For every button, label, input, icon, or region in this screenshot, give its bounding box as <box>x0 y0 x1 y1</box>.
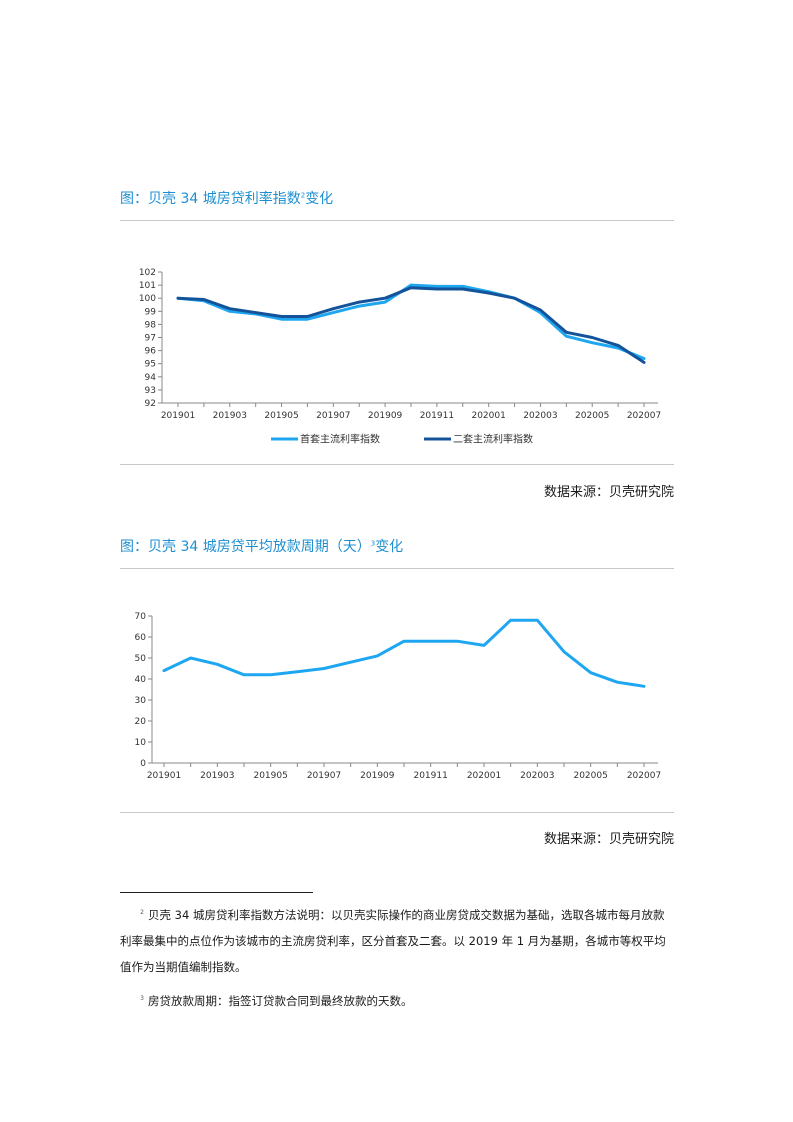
chart2-x-tick-label: 201911 <box>413 771 447 781</box>
chart1-y-tick-label: 93 <box>145 386 156 396</box>
chart2-y-tick-label: 10 <box>135 738 147 748</box>
footnote-2: 2 贝壳 34 城房贷利率指数方法说明：以贝壳实际操作的商业房贷成交数据为基础，选… <box>120 900 674 980</box>
figure-1-top-rule <box>120 220 674 221</box>
chart1-x-tick-label: 201905 <box>264 411 298 421</box>
chart1-x-tick-label: 202007 <box>627 411 661 421</box>
interest-rate-index-chart: 92 93 94 95 96 97 98 99 100 101 102 201901 201903 201… <box>139 268 661 446</box>
figure-1-bottom-rule <box>120 464 674 465</box>
figure-2-title-suffix: 变化 <box>375 539 404 555</box>
chart2-y-tick-label: 30 <box>135 696 147 706</box>
chart1-x-tick-label: 201901 <box>161 411 195 421</box>
chart1-x-tick-label: 202001 <box>471 411 505 421</box>
figure-1-source: 数据来源：贝壳研究院 <box>543 485 674 500</box>
figure-1-title-text: 图：贝壳 34 城房贷利率指数 <box>120 191 301 207</box>
figure-2-title-text: 图：贝壳 34 城房贷平均放款周期（天） <box>120 539 371 555</box>
chart1-y-tick-label: 97 <box>145 334 156 344</box>
chart1-x-tick-label: 202005 <box>575 411 609 421</box>
chart1-y-tick-label: 102 <box>139 268 156 278</box>
chart1-y-tick-label: 101 <box>139 281 156 291</box>
chart1-y-tick-label: 98 <box>145 320 157 330</box>
figure-1-note-mark: 2 <box>300 191 306 200</box>
chart2-y-tick-label: 40 <box>135 675 147 685</box>
footnote-3: 3 房贷放款周期：指签订贷款合同到最终放款的天数。 <box>120 986 674 1014</box>
chart1-y-tick-label: 99 <box>145 307 157 317</box>
figure-2-source: 数据来源：贝壳研究院 <box>543 832 674 847</box>
figure-2-title: 图：贝壳 34 城房贷平均放款周期（天）3变化 <box>120 536 403 556</box>
footnote-divider <box>120 892 313 893</box>
chart1-x-tick-label: 202003 <box>523 411 557 421</box>
footnote-2-mark: 2 <box>140 909 144 916</box>
chart1-series-line-1 <box>176 286 646 364</box>
chart1-legend-label-1: 二套主流利率指数 <box>453 433 533 446</box>
loan-cycle-chart: 0 10 20 30 40 50 60 70 201901 201903 201905 201907 2… <box>135 612 662 781</box>
chart2-y-tick-label: 70 <box>135 612 147 622</box>
chart2-series-line-0 <box>162 618 646 688</box>
chart2-x-tick-label: 201903 <box>200 771 234 781</box>
chart1-y-tick-label: 100 <box>139 294 156 304</box>
chart2-x-tick-label: 201901 <box>147 771 181 781</box>
chart1-y-tick-label: 96 <box>145 347 157 357</box>
chart2-y-tick-label: 50 <box>135 654 147 664</box>
chart1-x-tick-label: 201907 <box>316 411 350 421</box>
chart1-x-tick-label: 201909 <box>368 411 403 421</box>
footnote-2-text: 贝壳 34 城房贷利率指数方法说明：以贝壳实际操作的商业房贷成交数据为基础，选取… <box>120 907 666 974</box>
chart2-y-tick-label: 0 <box>140 759 146 769</box>
chart2-x-tick-label: 202005 <box>573 771 607 781</box>
chart2-y-tick-label: 20 <box>135 717 147 727</box>
chart1-legend-label-0: 首套主流利率指数 <box>300 433 380 446</box>
chart1-y-tick-label: 94 <box>145 373 157 383</box>
chart2-x-tick-label: 201909 <box>360 771 395 781</box>
chart2-x-tick-label: 201905 <box>253 771 287 781</box>
figure-1-title: 图：贝壳 34 城房贷利率指数2变化 <box>120 188 333 208</box>
chart2-y-tick-label: 60 <box>135 633 147 643</box>
figure-2-top-rule <box>120 568 674 569</box>
chart2-x-tick-label: 202001 <box>467 771 501 781</box>
chart1-y-tick-label: 92 <box>145 399 156 409</box>
footnote-3-text: 房贷放款周期：指签订贷款合同到最终放款的天数。 <box>148 993 413 1008</box>
footnote-3-mark: 3 <box>140 995 144 1002</box>
chart1-y-tick-label: 95 <box>145 360 156 370</box>
chart1-x-tick-label: 201911 <box>420 411 454 421</box>
figure-2-bottom-rule <box>120 812 674 813</box>
figure-2-note-mark: 3 <box>370 539 376 548</box>
chart1-x-tick-label: 201903 <box>213 411 247 421</box>
chart2-x-tick-label: 201907 <box>307 771 341 781</box>
chart1-series-line-0 <box>176 283 646 360</box>
chart2-x-tick-label: 202003 <box>520 771 554 781</box>
figure-1-title-suffix: 变化 <box>305 191 334 207</box>
chart2-x-tick-label: 202007 <box>627 771 661 781</box>
